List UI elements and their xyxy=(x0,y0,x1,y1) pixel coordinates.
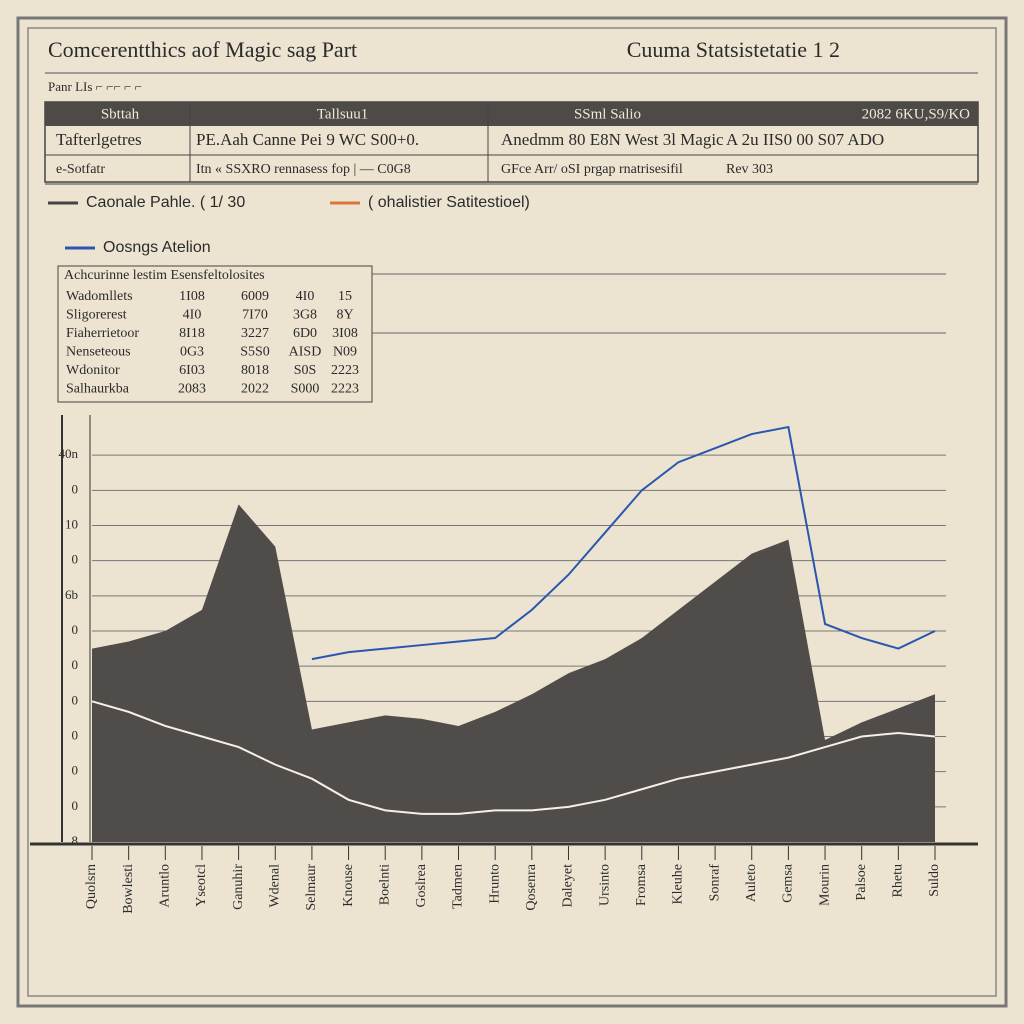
inset-cell: S000 xyxy=(291,382,320,397)
inset-cell: N09 xyxy=(333,345,357,360)
inset-cell: 7I70 xyxy=(242,308,268,323)
table-cell: e-Sotfatr xyxy=(56,162,105,177)
inset-cell: Sligorerest xyxy=(66,308,127,323)
y-tick-label: 10 xyxy=(65,516,78,531)
caption: Panr LIs ⌐ ⌐⌐ ⌐ ⌐ xyxy=(48,79,142,94)
x-tick-label: Bowlesti xyxy=(121,864,136,914)
frame-inner xyxy=(27,27,997,997)
table-head-cell: SSml Salio xyxy=(574,106,641,122)
x-tick-label: Rhetu xyxy=(891,864,906,897)
x-tick-label: Gemsa xyxy=(781,863,796,903)
y-tick-label: 6b xyxy=(65,587,78,602)
x-tick-label: Auleto xyxy=(744,864,759,902)
x-tick-label: Ursinto xyxy=(597,864,612,906)
table-cell: Rev 303 xyxy=(726,162,773,177)
x-tick-label: Sonraf xyxy=(707,864,722,902)
line xyxy=(91,700,936,815)
table-head-cell: Sbttah xyxy=(101,106,140,122)
inset-cell: Nenseteous xyxy=(66,345,131,360)
subtitle: Cuuma Statsistetatie 1 2 xyxy=(627,37,840,62)
table-cell: Itn « SSXRO rennasess fop | — C0G8 xyxy=(196,162,411,177)
inset-cell: 6009 xyxy=(241,289,269,304)
x-tick-label: Qosenra xyxy=(524,863,539,910)
x-tick-label: Daleyet xyxy=(561,864,576,908)
inset-cell: 8018 xyxy=(241,363,269,378)
table-cell: PE.Aah Canne Pei 9 WC S00+0. xyxy=(196,130,419,149)
inset-cell: 3I08 xyxy=(332,326,358,341)
x-tick-label: Yseotcl xyxy=(194,864,209,907)
frame xyxy=(16,16,1008,1008)
x-tick-label: Mourin xyxy=(817,864,832,906)
x-tick-label: Aruntlo xyxy=(158,864,173,908)
title: Comcerentthics aof Magic sag Part xyxy=(48,37,357,62)
inset-cell: 2022 xyxy=(241,382,269,397)
inset-cell: S0S xyxy=(294,363,317,378)
x-tick-label: Boelnti xyxy=(377,864,392,905)
table-cell: A 2u IIS0 00 S07 ADO xyxy=(726,130,884,149)
table-cell: GFce Arr/ oSI prgap rnatrisesifil xyxy=(501,162,683,177)
x-tick-label: Hrunto xyxy=(487,864,502,904)
x-tick-label: Ganuhir xyxy=(231,864,246,910)
line xyxy=(311,425,936,661)
inset-cell: 2083 xyxy=(178,382,206,397)
legend-label: Oosngs Atelion xyxy=(103,239,211,256)
inset-cell: 3227 xyxy=(241,326,269,341)
area xyxy=(92,504,935,842)
inset-cell: 3G8 xyxy=(293,308,317,323)
x-tick-label: Selmaur xyxy=(304,864,319,911)
table-head-cell: 2082 6KU,S9/KO xyxy=(862,106,971,122)
table-head xyxy=(45,102,978,126)
inset-frame xyxy=(57,265,373,403)
inset-title: Achcurinne lestim Esensfeltolosites xyxy=(64,268,265,283)
x-tick-label: Kleuhe xyxy=(671,864,686,904)
y-tick-label: 0 xyxy=(72,552,79,567)
x-tick-label: Palsoe xyxy=(854,864,869,901)
y-tick-label: 0 xyxy=(72,657,79,672)
x-tick-label: Suldo xyxy=(927,864,942,897)
inset-cell: 0G3 xyxy=(180,345,204,360)
x-tick-label: Wdenal xyxy=(267,864,282,908)
y-tick-label: 0 xyxy=(72,692,79,707)
inset-cell: 1I08 xyxy=(179,289,205,304)
y-tick-label: 0 xyxy=(72,727,79,742)
inset-cell: Salhaurkba xyxy=(66,382,130,397)
x-tick-label: Fromsa xyxy=(634,863,649,906)
y-tick-label: 0 xyxy=(72,798,79,813)
x-tick-label: Quolsrn xyxy=(84,864,99,909)
table-cell: Anedmm 80 E8N West 3l Magic xyxy=(501,130,724,149)
inset-cell: 2223 xyxy=(331,363,359,378)
inset-cell: S5S0 xyxy=(240,345,270,360)
inset-cell: Wadomllets xyxy=(66,289,133,304)
x-tick-label: Knouse xyxy=(341,864,356,907)
inset-cell: 6D0 xyxy=(293,326,317,341)
x-tick-label: Tadmen xyxy=(451,864,466,909)
inset-cell: 8I18 xyxy=(179,326,205,341)
inset-cell: 2223 xyxy=(331,382,359,397)
y-tick-label: 0 xyxy=(72,763,79,778)
table-cell: Tafterlgetres xyxy=(56,130,142,149)
inset-cell: 4I0 xyxy=(183,308,202,323)
y-tick-label: 40n xyxy=(59,446,79,461)
inset-cell: 8Y xyxy=(336,308,353,323)
y-tick-label: 0 xyxy=(72,622,79,637)
inset-cell: AISD xyxy=(289,345,322,360)
legend-label: Caonale Pahle. ( 1/ 30 xyxy=(86,194,245,211)
legend-label: ( ohalistier Satitestioel) xyxy=(368,194,530,211)
y-tick-label: 8 xyxy=(72,833,79,848)
inset-cell: 15 xyxy=(338,289,352,304)
inset-cell: Wdonitor xyxy=(66,363,120,378)
inset-cell: 6I03 xyxy=(179,363,205,378)
inset-cell: 4I0 xyxy=(296,289,315,304)
inset-cell: Fiaherrietoor xyxy=(66,326,139,341)
y-tick-label: 0 xyxy=(72,481,79,496)
table-head-cell: Tallsuu1 xyxy=(317,106,368,122)
x-tick-label: Goslrea xyxy=(414,863,429,907)
